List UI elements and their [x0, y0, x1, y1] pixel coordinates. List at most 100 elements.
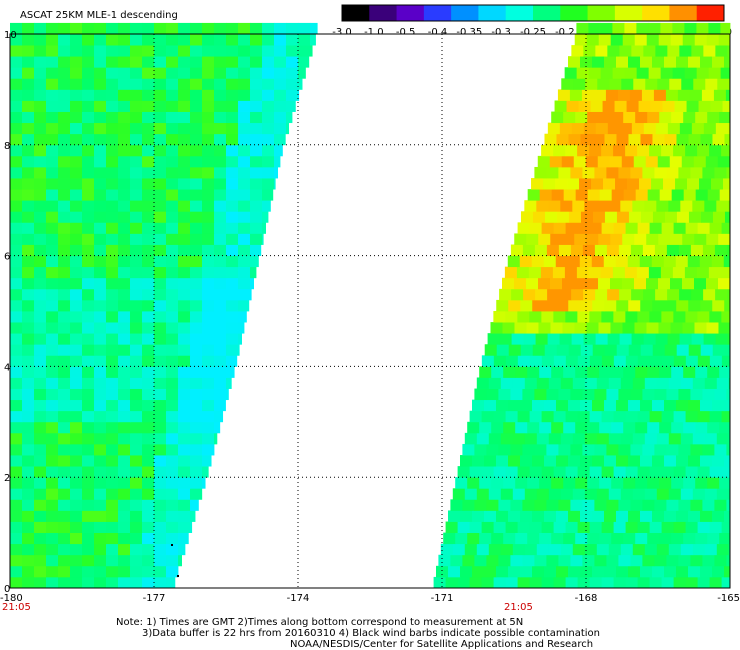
heatmap-cell [560, 377, 574, 389]
heatmap-cell [118, 277, 131, 290]
heatmap-cell [10, 576, 23, 589]
heatmap-cell [632, 200, 645, 212]
heatmap-cell [676, 565, 689, 578]
heatmap-cell [46, 178, 59, 190]
heatmap-cell [166, 543, 179, 556]
heatmap-cell [696, 266, 710, 279]
heatmap-cell [274, 122, 287, 135]
heatmap-cell [714, 388, 727, 401]
heatmap-cell [467, 477, 480, 489]
heatmap-cell [238, 333, 242, 345]
heatmap-cell [214, 100, 227, 112]
heatmap-cell [178, 477, 191, 489]
note-line-1: Note: 1) Times are GMT 2)Times along bot… [116, 617, 523, 628]
heatmap-cell [676, 299, 689, 312]
heatmap-cell [671, 421, 684, 434]
heatmap-cell [46, 410, 59, 423]
heatmap-cell [82, 355, 95, 367]
heatmap-cell [238, 211, 251, 223]
heatmap-cell [652, 344, 666, 356]
heatmap-cell [546, 388, 559, 401]
heatmap-cell [570, 554, 583, 567]
heatmap-cell [532, 565, 545, 578]
heatmap-cell [532, 455, 545, 467]
heatmap-cell [697, 222, 710, 234]
heatmap-cell [566, 100, 579, 112]
heatmap-cell [70, 510, 83, 522]
heatmap-cell [274, 166, 278, 179]
heatmap-cell [637, 466, 650, 478]
heatmap-cell [106, 244, 119, 256]
heatmap-cell [524, 543, 538, 556]
heatmap-cell [178, 333, 191, 345]
heatmap-cell [226, 344, 239, 356]
heatmap-cell [676, 455, 689, 467]
heatmap-cell [154, 410, 167, 423]
heatmap-cell [553, 576, 566, 589]
heatmap-cell [94, 288, 107, 301]
heatmap-cell [70, 34, 83, 46]
heatmap-cell [565, 355, 579, 367]
heatmap-cell [130, 122, 143, 135]
heatmap-cell [130, 377, 143, 389]
colorbar-tick-label: -0.4 [428, 27, 448, 38]
heatmap-cell [644, 200, 657, 212]
heatmap-cell [620, 488, 634, 500]
heatmap-cell [214, 421, 221, 434]
heatmap-cell [642, 244, 656, 256]
heatmap-cell [82, 56, 95, 68]
heatmap-cell [214, 311, 227, 323]
heatmap-cell [118, 78, 131, 90]
heatmap-cell [214, 211, 227, 223]
heatmap-cell [647, 189, 661, 201]
heatmap-cell [82, 111, 95, 124]
heatmap-cell [130, 532, 143, 545]
heatmap-cell [238, 111, 251, 124]
heatmap-cell [487, 333, 500, 345]
heatmap-cell [580, 56, 593, 68]
colorbar-swatch [533, 5, 561, 21]
heatmap-cell [226, 255, 239, 268]
heatmap-cell [524, 377, 538, 389]
heatmap-cell [550, 322, 563, 334]
heatmap-cell [262, 144, 275, 157]
heatmap-cell [142, 576, 155, 589]
heatmap-cell [94, 144, 107, 157]
heatmap-cell [130, 277, 143, 290]
heatmap-cell [190, 311, 203, 323]
heatmap-cell [457, 466, 470, 478]
heatmap-cell [652, 399, 665, 412]
heatmap-cell [493, 521, 506, 533]
heatmap-cell [202, 322, 215, 334]
heatmap-cell [22, 222, 35, 234]
heatmap-cell [697, 355, 711, 367]
heatmap-cell [578, 100, 591, 112]
heatmap-cell [604, 510, 617, 522]
heatmap-cell [598, 277, 611, 290]
heatmap-cell [726, 244, 731, 256]
heatmap-cell [718, 277, 731, 290]
heatmap-cell [579, 178, 592, 190]
heatmap-cell [154, 466, 167, 478]
colorbar-swatch [614, 5, 643, 21]
heatmap-cell [94, 34, 107, 46]
heatmap-cell [648, 266, 662, 279]
heatmap-cell [603, 178, 616, 190]
heatmap-cell [82, 477, 95, 489]
heatmap-cell [688, 56, 701, 68]
heatmap-cell [106, 255, 119, 268]
heatmap-cell [706, 34, 720, 46]
heatmap-cell [584, 488, 598, 500]
heatmap-cell [22, 244, 35, 256]
heatmap-cell [721, 144, 731, 157]
heatmap-cell [636, 266, 650, 279]
heatmap-cell [592, 344, 606, 356]
heatmap-cell [82, 410, 95, 423]
heatmap-cell [508, 399, 521, 412]
heatmap-cell [154, 399, 167, 412]
heatmap-cell [46, 34, 59, 46]
heatmap-cell [688, 344, 702, 356]
heatmap-cell [722, 100, 731, 112]
heatmap-cell [190, 432, 203, 445]
heatmap-cell [46, 288, 59, 301]
